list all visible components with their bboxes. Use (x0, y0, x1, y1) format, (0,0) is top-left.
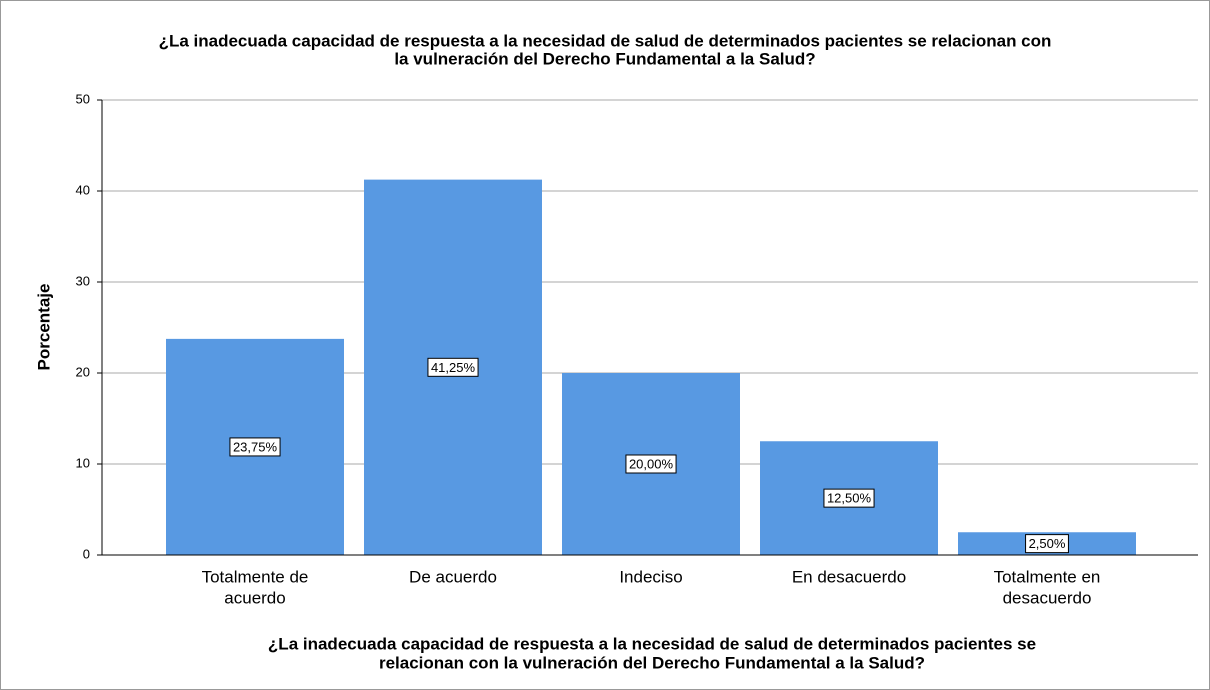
y-tick-label: 10 (76, 455, 90, 470)
x-tick-label: De acuerdo (409, 567, 497, 586)
y-axis-title: Porcentaje (34, 284, 53, 371)
value-label: 2,50% (1029, 536, 1066, 551)
x-tick-label: Indeciso (619, 567, 682, 586)
y-tick-label: 50 (76, 91, 90, 106)
value-label-box (1025, 534, 1069, 554)
y-tick-label: 40 (76, 182, 90, 197)
value-label-box (229, 437, 281, 457)
value-label: 20,00% (629, 456, 674, 471)
x-tick-label: En desacuerdo (792, 567, 906, 586)
value-label: 12,50% (827, 491, 872, 506)
x-tick-label: acuerdo (224, 588, 285, 607)
chart-title: la vulneración del Derecho Fundamental a… (394, 49, 815, 68)
y-tick-label: 20 (76, 364, 90, 379)
value-label: 41,25% (431, 360, 476, 375)
x-tick-label: desacuerdo (1003, 588, 1092, 607)
x-axis-title: ¿La inadecuada capacidad de respuesta a … (268, 634, 1036, 653)
value-label-box (823, 488, 875, 508)
chart-title: ¿La inadecuada capacidad de respuesta a … (159, 31, 1052, 50)
value-label: 23,75% (233, 439, 278, 454)
x-tick-label: Totalmente en (994, 567, 1101, 586)
x-tick-label: Totalmente de (202, 567, 309, 586)
y-tick-label: 30 (76, 273, 90, 288)
value-label-box (427, 357, 479, 377)
value-label-box (625, 454, 677, 474)
x-axis-title: relacionan con la vulneración del Derech… (379, 653, 925, 672)
y-tick-label: 0 (83, 546, 90, 561)
